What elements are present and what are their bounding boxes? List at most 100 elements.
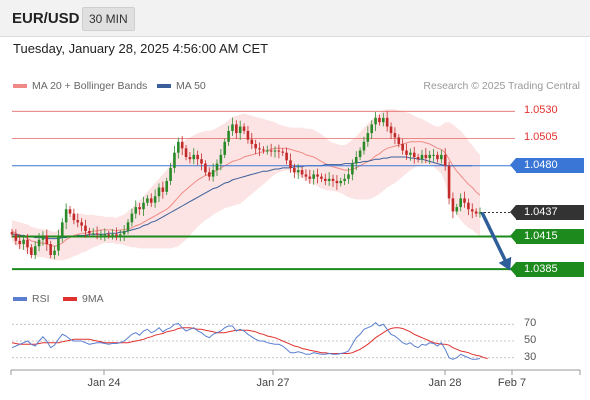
candle-body xyxy=(443,154,447,166)
candle-body xyxy=(285,152,288,161)
candle-body xyxy=(211,170,215,177)
candle-body xyxy=(320,176,323,179)
candle-body xyxy=(451,198,455,212)
candle-body xyxy=(258,148,261,150)
candle-body xyxy=(33,246,37,255)
candle-body xyxy=(107,234,110,236)
candle-body xyxy=(300,170,304,175)
candle-body xyxy=(227,130,230,142)
candle-body xyxy=(138,207,141,210)
legend-9ma-swatch xyxy=(63,297,77,301)
candle-body xyxy=(235,124,238,134)
candle-body xyxy=(115,234,118,236)
legend-ma50: MA 50 xyxy=(157,80,206,92)
projection-arrow-head xyxy=(498,256,512,271)
ma50-line xyxy=(12,156,473,240)
candle-body xyxy=(405,150,408,155)
candle-body xyxy=(312,174,315,179)
candle-body xyxy=(14,234,18,241)
candle-body xyxy=(316,174,319,177)
legend-rsi-label: RSI xyxy=(32,293,50,305)
candle-body xyxy=(335,180,339,184)
candle-body xyxy=(76,220,80,223)
candle-body xyxy=(118,234,122,236)
candle-body xyxy=(474,211,478,214)
candle-body xyxy=(385,117,389,127)
candle-body xyxy=(447,165,451,199)
candle-body xyxy=(157,187,161,197)
legend-rsi: RSI xyxy=(13,293,50,305)
candle-body xyxy=(412,152,416,158)
candle-body xyxy=(389,126,393,134)
candle-body xyxy=(231,124,234,131)
candle-body xyxy=(223,141,227,155)
rsi-tick-50: 50 xyxy=(524,334,537,346)
candle-body xyxy=(420,154,424,160)
candle-body xyxy=(428,154,432,159)
candle-body xyxy=(177,141,180,153)
candle-body xyxy=(277,150,281,152)
candle-body xyxy=(130,213,134,223)
candle-body xyxy=(393,133,397,138)
candle-body xyxy=(204,163,207,173)
candle-body xyxy=(26,239,29,248)
candle-body xyxy=(49,244,52,255)
candle-body xyxy=(122,231,126,235)
candle-body xyxy=(60,222,64,237)
candle-body xyxy=(142,202,145,210)
symbol-title: EUR/USD xyxy=(12,10,80,27)
x-tick-jan24: Jan 24 xyxy=(87,377,121,389)
candle-body xyxy=(207,172,211,177)
candle-body xyxy=(180,141,184,149)
candle-body xyxy=(467,202,470,210)
candle-body xyxy=(416,157,420,160)
candle-body xyxy=(250,139,254,144)
candle-body xyxy=(432,154,435,156)
candle-body xyxy=(269,150,273,152)
candle-body xyxy=(351,163,354,175)
candle-body xyxy=(409,152,412,155)
candle-body xyxy=(18,240,22,245)
legend-9ma: 9MA xyxy=(63,293,104,305)
candle-body xyxy=(331,178,335,181)
x-tick-feb7: Feb 7 xyxy=(497,377,527,389)
candle-body xyxy=(323,178,327,181)
candle-body xyxy=(10,232,14,235)
x-tick-jan27: Jan 27 xyxy=(256,377,290,389)
level-badge-1.0480: 1.0480 xyxy=(510,158,584,174)
timeframe-button[interactable]: 30 MIN xyxy=(82,7,135,31)
candle-body xyxy=(242,126,246,131)
legend-rsi-swatch xyxy=(13,297,27,301)
candle-body xyxy=(68,209,72,214)
candle-body xyxy=(440,154,443,160)
candle-body xyxy=(22,239,25,245)
candle-body xyxy=(358,150,362,158)
candle-body xyxy=(339,180,343,184)
level-label-1.0530: 1.0530 xyxy=(524,103,558,116)
candle-body xyxy=(347,174,350,179)
candle-body xyxy=(200,159,203,164)
legend-bollinger: MA 20 + Bollinger Bands xyxy=(13,80,147,92)
candle-body xyxy=(463,198,466,203)
candle-body xyxy=(173,152,176,168)
level-badge-1.0415: 1.0415 xyxy=(510,228,584,244)
candle-body xyxy=(265,150,269,152)
candle-body xyxy=(41,235,45,240)
level-badge-1.0385: 1.0385 xyxy=(510,261,584,277)
candle-body xyxy=(80,222,83,226)
rsi-9ma-line xyxy=(11,327,488,359)
candle-body xyxy=(126,222,130,232)
top-bar: EUR/USD 30 MIN xyxy=(0,0,590,37)
candle-body xyxy=(99,234,103,236)
candle-body xyxy=(53,250,56,255)
candle-body xyxy=(354,157,358,164)
candle-body xyxy=(327,178,331,181)
rsi-tick-30: 30 xyxy=(524,350,537,363)
current-price-badge: 1.0437 xyxy=(510,205,584,221)
candle-body xyxy=(153,196,157,203)
rsi-line xyxy=(11,322,481,360)
bollinger-band xyxy=(12,109,480,261)
legend-ma50-swatch xyxy=(157,84,171,88)
candle-body xyxy=(184,148,188,158)
